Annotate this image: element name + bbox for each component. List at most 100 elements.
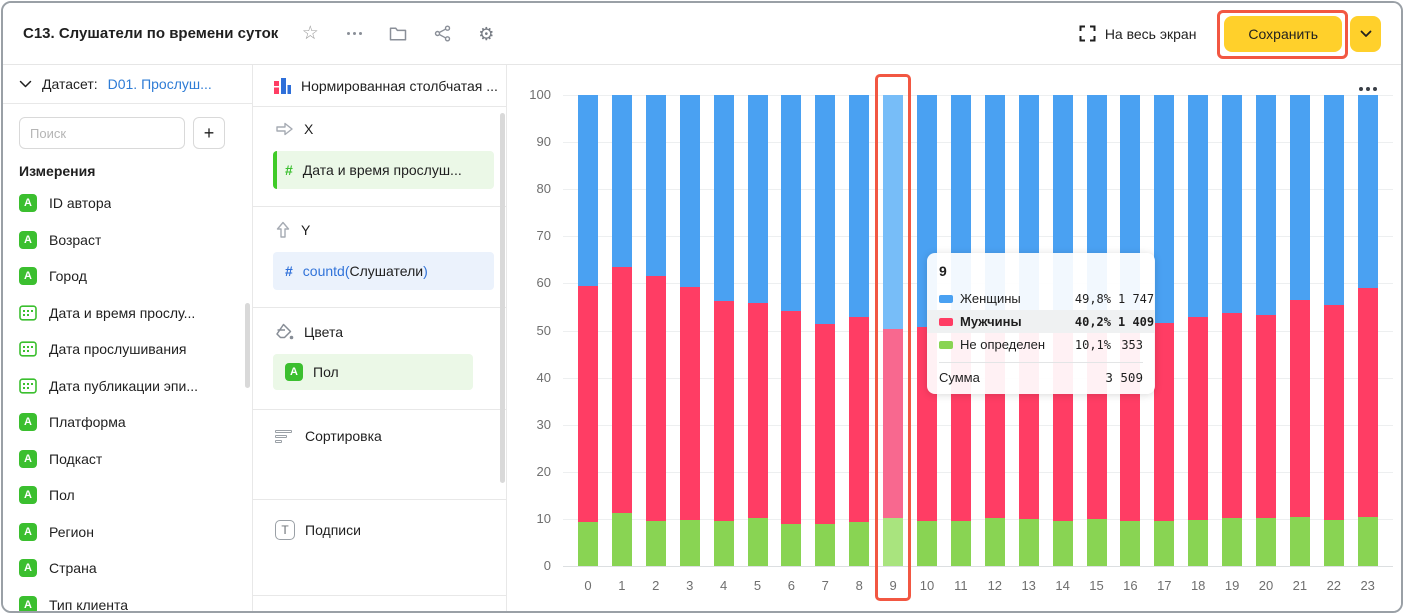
bar-2-segment[interactable]	[645, 95, 666, 277]
string-field-icon: A	[19, 559, 37, 578]
fullscreen-button[interactable]: На весь экран	[1079, 25, 1197, 42]
sidebar-scrollbar[interactable]	[245, 303, 250, 388]
bar-20-segment[interactable]	[1256, 314, 1276, 519]
bar-23-segment[interactable]	[1357, 288, 1378, 517]
bar-0-segment[interactable]	[578, 285, 598, 523]
y-field-chip[interactable]: # countd(Слушатели)	[273, 252, 494, 290]
y-axis-tick-label: 0	[543, 558, 551, 573]
collapse-chevron-icon[interactable]	[19, 80, 32, 89]
bar-6-segment[interactable]	[781, 523, 802, 566]
bar-12-segment[interactable]	[984, 517, 1005, 566]
bar-8-segment[interactable]	[849, 95, 870, 318]
bar-19-segment[interactable]	[1222, 312, 1243, 518]
bar-17-segment[interactable]	[1154, 95, 1175, 323]
bar-8-segment[interactable]	[849, 317, 870, 523]
field-item[interactable]: A Регион	[3, 514, 252, 551]
bar-3-segment[interactable]	[679, 287, 700, 520]
bar-1-segment[interactable]	[611, 266, 632, 514]
gridline	[563, 424, 1393, 426]
tooltip-series-name: Мужчины	[960, 314, 1022, 329]
bar-1-segment[interactable]	[611, 513, 632, 566]
bar-2-segment[interactable]	[645, 521, 666, 566]
folder-icon[interactable]	[388, 24, 408, 44]
bar-3-segment[interactable]	[679, 519, 700, 566]
bar-0-segment[interactable]	[578, 522, 598, 566]
field-item[interactable]: A Возраст	[3, 222, 252, 259]
bar-13-segment[interactable]	[1018, 519, 1039, 566]
add-field-button[interactable]: +	[193, 117, 225, 149]
bar-20-segment[interactable]	[1256, 518, 1276, 566]
field-item[interactable]: A Подкаст	[3, 441, 252, 478]
bar-6-segment[interactable]	[781, 95, 802, 311]
x-field-chip[interactable]: # Дата и время прослуш...	[273, 151, 494, 189]
field-item[interactable]: A Пол	[3, 477, 252, 514]
field-item[interactable]: A ID автора	[3, 185, 252, 222]
bar-18-segment[interactable]	[1188, 520, 1209, 566]
x-section: X # Дата и время прослуш...	[253, 107, 506, 207]
x-axis-arrow-icon	[275, 121, 294, 137]
share-icon[interactable]	[432, 24, 452, 44]
field-item[interactable]: A Тип клиента	[3, 587, 252, 611]
bar-4-segment[interactable]	[713, 301, 734, 521]
chart-menu-dots-icon[interactable]	[1359, 87, 1377, 91]
bar-7-segment[interactable]	[815, 324, 836, 524]
bar-23-segment[interactable]	[1357, 516, 1378, 566]
bar-14-segment[interactable]	[1052, 520, 1073, 566]
bar-9-segment[interactable]	[883, 95, 904, 330]
bar-5-segment[interactable]	[747, 302, 768, 519]
save-dropdown-button[interactable]	[1350, 15, 1381, 52]
bar-22-segment[interactable]	[1323, 305, 1344, 520]
bar-19-segment[interactable]	[1222, 517, 1243, 566]
bar-4-segment[interactable]	[713, 95, 734, 302]
save-button[interactable]: Сохранить	[1224, 15, 1342, 52]
bar-7-segment[interactable]	[815, 523, 836, 566]
bar-5-segment[interactable]	[747, 95, 768, 303]
tooltip-series-name: Не определен	[960, 337, 1046, 352]
bar-5-segment[interactable]	[747, 518, 768, 566]
field-item[interactable]: Дата публикации эпи...	[3, 368, 252, 405]
settings-gear-icon[interactable]: ⚙	[478, 23, 495, 44]
string-field-icon: A	[19, 449, 37, 468]
bar-21-segment[interactable]	[1289, 95, 1310, 301]
bar-21-segment[interactable]	[1289, 300, 1310, 518]
bar-18-segment[interactable]	[1188, 95, 1209, 318]
bar-4-segment[interactable]	[713, 520, 734, 566]
bar-21-segment[interactable]	[1289, 517, 1310, 566]
search-input[interactable]	[19, 117, 185, 149]
bar-10-segment[interactable]	[917, 520, 937, 566]
numeric-hash-icon: #	[285, 263, 293, 279]
bar-23-segment[interactable]	[1357, 95, 1378, 289]
more-options-icon[interactable]	[344, 24, 364, 44]
bar-16-segment[interactable]	[1120, 520, 1141, 566]
field-item[interactable]: Дата прослушивания	[3, 331, 252, 368]
bar-22-segment[interactable]	[1323, 95, 1344, 306]
bar-1-segment[interactable]	[611, 95, 632, 267]
bar-9-segment[interactable]	[883, 329, 904, 519]
bar-6-segment[interactable]	[781, 310, 802, 524]
bar-15-segment[interactable]	[1086, 519, 1107, 566]
bar-17-segment[interactable]	[1154, 520, 1175, 566]
bar-8-segment[interactable]	[849, 522, 870, 566]
field-item[interactable]: A Город	[3, 258, 252, 295]
field-item[interactable]: A Платформа	[3, 404, 252, 441]
bar-0-segment[interactable]	[578, 95, 598, 286]
bar-17-segment[interactable]	[1154, 322, 1175, 521]
bar-18-segment[interactable]	[1188, 317, 1209, 521]
bar-19-segment[interactable]	[1222, 95, 1243, 313]
field-item[interactable]: Дата и время прослу...	[3, 295, 252, 332]
fullscreen-label: На весь экран	[1104, 25, 1197, 42]
bar-3-segment[interactable]	[679, 95, 700, 288]
favorite-star-icon[interactable]: ☆	[301, 23, 319, 44]
bar-11-segment[interactable]	[950, 520, 971, 566]
bar-22-segment[interactable]	[1323, 519, 1344, 566]
config-scrollbar[interactable]	[500, 113, 505, 483]
bar-2-segment[interactable]	[645, 276, 666, 522]
x-axis-tick-label: 9	[889, 578, 897, 593]
dataset-link[interactable]: D01. Прослуш...	[107, 76, 212, 92]
color-field-chip[interactable]: A Пол	[273, 354, 473, 390]
bar-20-segment[interactable]	[1256, 95, 1276, 315]
bar-7-segment[interactable]	[815, 95, 836, 325]
chart-type-selector[interactable]: Нормированная столбчатая ...	[253, 65, 506, 107]
bar-9-segment[interactable]	[883, 518, 904, 566]
field-item[interactable]: A Страна	[3, 550, 252, 587]
